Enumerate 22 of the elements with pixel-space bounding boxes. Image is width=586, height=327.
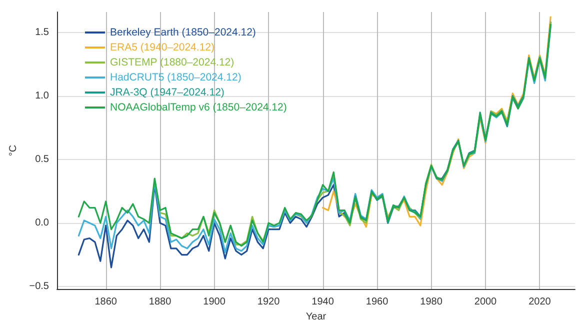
legend-label: JRA-3Q (1947–2024.12) — [110, 86, 224, 98]
legend-label: ERA5 (1940–2024.12) — [110, 42, 214, 54]
x-tick-label: 1980 — [420, 296, 443, 308]
x-tick-label: 1940 — [312, 296, 334, 308]
x-axis-title: Year — [306, 312, 327, 322]
y-axis-title: °C — [8, 144, 19, 156]
y-tick-label: 0.5 — [35, 154, 50, 165]
x-tick-label: 2020 — [528, 296, 552, 308]
legend-label: Berkeley Earth (1850–2024.12) — [110, 26, 256, 38]
y-tick-label: −0.5 — [29, 281, 50, 292]
x-tick-label: 1960 — [366, 296, 389, 308]
legend-label: NOAAGlobalTemp v6 (1850–2024.12) — [110, 102, 287, 114]
y-tick-label: 0.0 — [35, 218, 50, 229]
legend-label: GISTEMP (1880–2024.12) — [110, 56, 234, 68]
x-tick-label: 2000 — [474, 296, 498, 308]
x-tick-label: 1900 — [203, 296, 226, 308]
y-tick-label: 1.0 — [35, 90, 50, 102]
legend-label: HadCRUT5 (1850–2024.12) — [110, 72, 242, 84]
y-tick-label: 1.5 — [35, 26, 50, 38]
x-tick-label: 1920 — [257, 296, 280, 308]
x-tick-label: 1880 — [148, 296, 172, 308]
x-tick-label: 1860 — [94, 296, 118, 308]
